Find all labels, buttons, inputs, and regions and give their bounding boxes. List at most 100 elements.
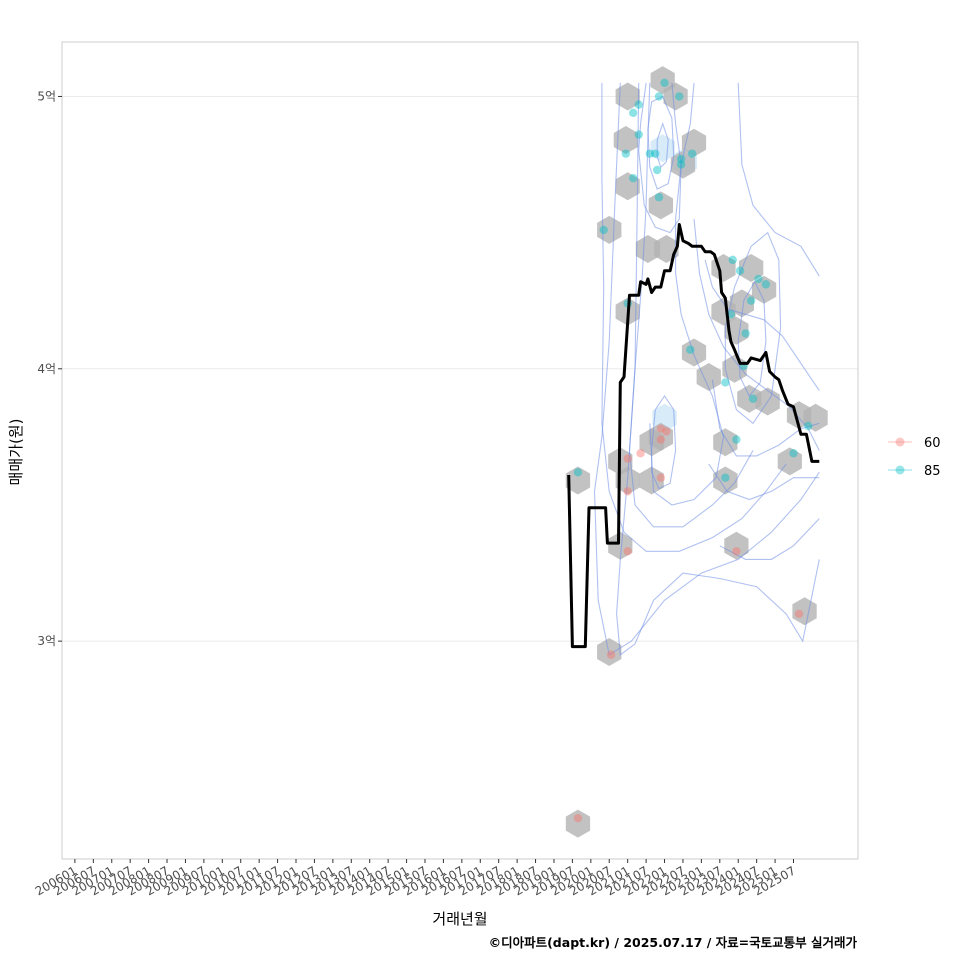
- hexbin-25: [713, 428, 738, 457]
- median-line-layer: [567, 223, 820, 649]
- hexbin-14: [648, 422, 673, 451]
- point-85-32[interactable]: [804, 421, 813, 431]
- hexbin-28: [724, 531, 749, 560]
- density-contour-1: [593, 82, 820, 656]
- point-85-8[interactable]: [645, 149, 654, 158]
- hexbin-26: [713, 466, 738, 495]
- density-contour-2: [601, 82, 787, 552]
- x-axis-ticks: 2006012006072007012007072008012008072009…: [33, 859, 798, 899]
- point-85-5[interactable]: [629, 108, 638, 118]
- point-85-16[interactable]: [676, 160, 686, 169]
- point-85-11[interactable]: [654, 193, 664, 202]
- point-85-20[interactable]: [721, 473, 730, 482]
- hexbin-4: [608, 531, 633, 560]
- density-contour-16: [638, 82, 682, 234]
- point-60-9[interactable]: [662, 427, 671, 436]
- density-contour-14: [647, 95, 675, 190]
- legend-key-point-60: [895, 437, 905, 447]
- hexbin-12: [639, 466, 664, 495]
- point-60-1[interactable]: [606, 650, 616, 659]
- density-contour-12: [719, 518, 820, 560]
- density-contour-5: [737, 82, 820, 277]
- panel-border: [61, 41, 859, 860]
- point-85-28[interactable]: [748, 394, 758, 403]
- point-85-22[interactable]: [728, 255, 737, 265]
- legend-key-point-85: [895, 465, 905, 475]
- point-85-18[interactable]: [686, 345, 695, 354]
- point-85-14[interactable]: [675, 92, 684, 101]
- legend-item-85[interactable]: 85: [888, 464, 941, 479]
- hexbin-31: [737, 384, 762, 413]
- hexbin-11: [635, 235, 661, 263]
- panel-background: [62, 42, 858, 859]
- hexbin-22: [696, 363, 721, 391]
- density-contour-7: [704, 259, 820, 391]
- point-85-7[interactable]: [634, 100, 643, 109]
- hexbin-38: [803, 403, 828, 432]
- y-tick-label-1: 4억: [37, 362, 56, 376]
- point-85-9[interactable]: [651, 149, 660, 158]
- hexbin-23: [711, 297, 736, 326]
- point-85-23[interactable]: [732, 435, 741, 444]
- hexbin-layer: [565, 66, 828, 838]
- point-layer: [573, 78, 813, 823]
- hexbin-1: [565, 466, 591, 495]
- point-85-29[interactable]: [754, 274, 763, 284]
- point-60-4[interactable]: [623, 454, 632, 463]
- point-85-1[interactable]: [599, 225, 608, 235]
- contour-layer: [593, 82, 820, 656]
- hexbin-21: [681, 338, 707, 367]
- point-60-3[interactable]: [623, 487, 632, 496]
- point-85-31[interactable]: [789, 449, 798, 458]
- hexbin-35: [777, 447, 802, 476]
- hexbin-light-0: [650, 134, 675, 163]
- density-contour-17: [656, 121, 669, 169]
- density-contour-3: [628, 82, 754, 528]
- caption: ©디아파트(dapt.kr) / 2025.07.17 / 자료=국토교통부 실…: [489, 935, 858, 950]
- hexbin-9: [613, 126, 638, 154]
- point-60-10[interactable]: [732, 547, 741, 556]
- y-tick-label-2: 5억: [37, 89, 56, 103]
- point-85-4[interactable]: [629, 173, 638, 183]
- hexbin-33: [751, 275, 777, 304]
- density-contour-13: [651, 395, 677, 490]
- hexbin-2: [597, 638, 622, 666]
- hexbin-0: [565, 809, 591, 838]
- point-85-24[interactable]: [735, 266, 745, 275]
- legend: 60 85: [888, 436, 941, 479]
- y-tick-label-0: 3억: [37, 634, 56, 648]
- point-85-19[interactable]: [721, 378, 730, 387]
- legend-item-60[interactable]: 60: [888, 436, 941, 451]
- point-85-6[interactable]: [634, 130, 643, 139]
- median-price-line: [567, 223, 820, 649]
- point-85-13[interactable]: [660, 78, 669, 88]
- point-85-12[interactable]: [654, 92, 664, 101]
- point-60-6[interactable]: [656, 473, 666, 482]
- density-contour-8: [724, 231, 782, 425]
- point-60-7[interactable]: [656, 435, 666, 444]
- density-contour-6: [693, 218, 820, 451]
- point-85-15[interactable]: [676, 154, 686, 164]
- point-85-3[interactable]: [621, 149, 631, 158]
- point-85-26[interactable]: [741, 329, 750, 338]
- point-60-2[interactable]: [623, 547, 632, 556]
- density-contour-15: [640, 82, 647, 124]
- legend-label-85: 85: [924, 464, 941, 479]
- point-85-30[interactable]: [761, 280, 771, 289]
- point-60-0[interactable]: [573, 813, 583, 823]
- x-axis-title: 거래년월: [432, 910, 487, 928]
- point-60-11[interactable]: [794, 609, 804, 619]
- point-85-27[interactable]: [746, 296, 756, 305]
- density-contour-9: [737, 280, 767, 398]
- point-60-8[interactable]: [656, 424, 666, 433]
- hexbin-19: [670, 150, 696, 179]
- hexbin-15: [648, 191, 673, 220]
- point-85-0[interactable]: [573, 468, 583, 477]
- point-85-10[interactable]: [652, 165, 662, 175]
- point-85-17[interactable]: [687, 149, 697, 158]
- hexbin-30: [729, 289, 754, 318]
- point-60-5[interactable]: [636, 449, 645, 458]
- density-contour-4: [649, 82, 725, 506]
